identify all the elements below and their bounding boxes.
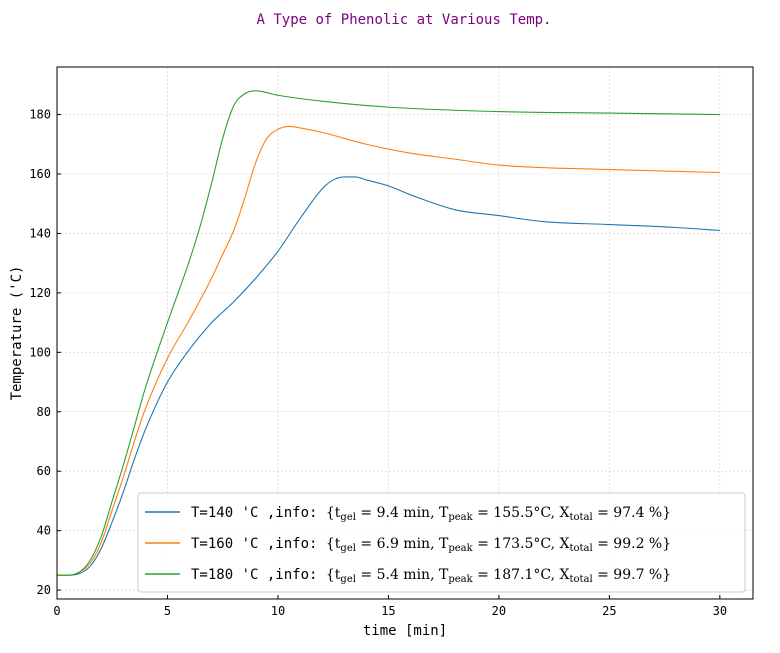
- legend-info-var: X: [559, 567, 569, 583]
- legend-info-subscript: gel: [340, 574, 356, 585]
- y-tick-label: 60: [37, 464, 51, 478]
- legend-series-name: T=160 'C ,info:: [191, 536, 326, 552]
- legend-info-subscript: peak: [448, 543, 473, 554]
- legend-info-subscript: peak: [448, 512, 473, 523]
- y-tick-label: 100: [29, 345, 51, 359]
- y-axis-label: Temperature ('C): [9, 266, 25, 401]
- legend-info-var: T: [439, 567, 449, 583]
- legend-info-var: T: [439, 505, 449, 521]
- x-axis-label: time [min]: [363, 623, 447, 639]
- y-tick-label: 20: [37, 583, 51, 597]
- legend: T=140 'C ,info: {tgel = 9.4 min, Tpeak =…: [137, 492, 746, 593]
- x-tick-label: 20: [492, 604, 506, 618]
- series-line-2: [56, 125, 720, 576]
- x-tick-label: 0: [53, 604, 60, 618]
- legend-brace-close: }: [662, 567, 671, 583]
- legend-entry: T=140 'C ,info: {tgel = 9.4 min, Tpeak =…: [191, 505, 671, 523]
- legend-entry: T=160 'C ,info: {tgel = 6.9 min, Tpeak =…: [191, 536, 671, 554]
- legend-info-var: t: [335, 536, 341, 552]
- legend-info-subscript: peak: [448, 574, 473, 585]
- legend-info-value: = 173.5°C,: [473, 536, 560, 552]
- legend-brace-close: }: [662, 505, 671, 521]
- legend-brace-open: {: [326, 536, 335, 552]
- y-tick-label: 120: [29, 286, 51, 300]
- series-lines: [56, 90, 720, 576]
- chart-title: A Type of Phenolic at Various Temp.: [256, 12, 551, 28]
- y-axis: 20 40 60 80 100 120 140 160 180: [29, 108, 61, 597]
- legend-info-var: T: [439, 536, 449, 552]
- legend-info-var: X: [559, 505, 569, 521]
- y-tick-label: 80: [37, 405, 51, 419]
- legend-info-var: t: [335, 567, 341, 583]
- legend-info-value: = 6.9 min,: [356, 536, 439, 552]
- legend-info-subscript: total: [569, 543, 592, 554]
- legend-info-var: t: [335, 505, 341, 521]
- y-tick-label: 40: [37, 524, 51, 538]
- legend-info-value: = 99.7 %: [593, 567, 663, 583]
- plot-frame: [56, 66, 754, 600]
- legend-brace-open: {: [326, 505, 335, 521]
- legend-info-var: X: [559, 536, 569, 552]
- y-tick-label: 180: [29, 108, 51, 122]
- series-line-1: [56, 176, 720, 576]
- x-tick-label: 10: [271, 604, 285, 618]
- legend-info-value: = 187.1°C,: [473, 567, 560, 583]
- legend-info-subscript: total: [569, 574, 592, 585]
- x-tick-label: 25: [602, 604, 616, 618]
- legend-info-subscript: gel: [340, 543, 356, 554]
- legend-box: [137, 492, 746, 593]
- legend-info-value: = 155.5°C,: [473, 505, 560, 521]
- x-axis: 0 5 10 15 20 25 30: [53, 595, 727, 618]
- y-tick-label: 160: [29, 167, 51, 181]
- legend-series-name: T=180 'C ,info:: [191, 567, 326, 583]
- legend-info-subscript: total: [569, 512, 592, 523]
- legend-info-value: = 97.4 %: [593, 505, 663, 521]
- legend-entry: T=180 'C ,info: {tgel = 5.4 min, Tpeak =…: [191, 567, 671, 585]
- legend-info-value: = 99.2 %: [593, 536, 663, 552]
- series-line-3: [56, 90, 720, 576]
- legend-info-subscript: gel: [340, 512, 356, 523]
- x-tick-label: 15: [381, 604, 395, 618]
- legend-brace-open: {: [326, 567, 335, 583]
- legend-info-value: = 5.4 min,: [356, 567, 439, 583]
- y-tick-label: 140: [29, 226, 51, 240]
- legend-info-value: = 9.4 min,: [356, 505, 439, 521]
- legend-series-name: T=140 'C ,info:: [191, 505, 326, 521]
- x-tick-label: 5: [164, 604, 171, 618]
- x-tick-label: 30: [713, 604, 727, 618]
- legend-brace-close: }: [662, 536, 671, 552]
